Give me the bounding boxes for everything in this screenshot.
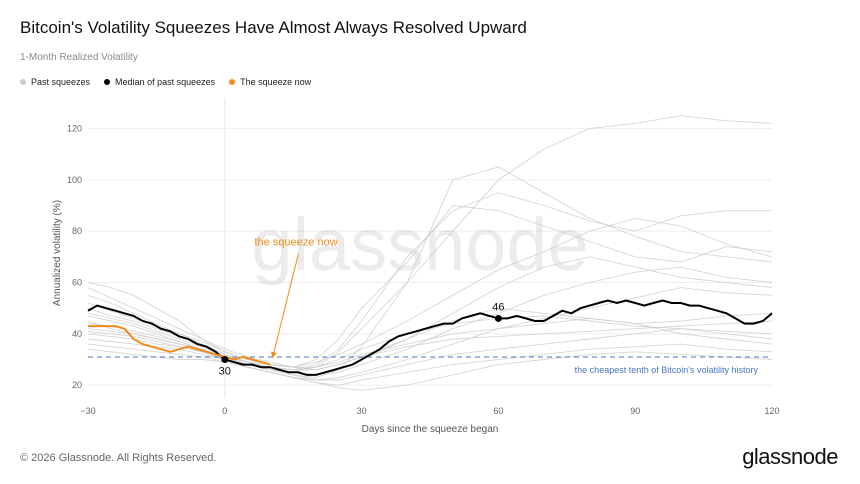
grid-layer	[88, 98, 772, 398]
past-squeeze-line	[87, 266, 773, 376]
legend-dot-median	[104, 79, 111, 85]
x-tick-label: 60	[493, 406, 503, 416]
x-tick-label: 90	[630, 406, 640, 416]
chart-legend: Past squeezes Median of past squeezes Th…	[20, 77, 311, 87]
legend-item-past[interactable]: Past squeezes	[20, 77, 90, 87]
past-squeeze-line	[87, 192, 772, 371]
legend-label-past: Past squeezes	[31, 77, 91, 87]
legend-dot-now	[229, 79, 236, 85]
y-tick-label: 100	[67, 175, 82, 185]
past-squeeze-line	[87, 330, 773, 391]
median-marker-label: 30	[219, 366, 231, 378]
squeeze-now-line	[88, 325, 271, 366]
y-axis-title: Annualized volatility (%)	[52, 200, 63, 306]
annotation-arrow-line	[271, 253, 299, 359]
y-tick-label: 60	[72, 278, 82, 288]
past-squeeze-line	[87, 287, 773, 381]
annotation-layer: the squeeze now 30 46	[219, 236, 505, 377]
past-squeeze-line	[87, 205, 773, 368]
x-axis-title: Days since the squeeze began	[362, 424, 499, 435]
past-squeeze-line	[87, 317, 773, 368]
legend-item-now[interactable]: The squeeze now	[229, 77, 311, 87]
median-marker-label: 46	[492, 301, 504, 313]
glassnode-logo[interactable]: glassnode	[742, 444, 838, 469]
page-subtitle: 1-Month Realized Volatility	[20, 52, 138, 63]
legend-dot-past	[20, 79, 26, 85]
y-tick-label: 80	[72, 226, 82, 236]
x-tick-label: 30	[357, 406, 367, 416]
past-squeeze-line	[87, 328, 773, 381]
y-tick-label: 40	[72, 329, 82, 339]
axis-layer: 20 40 60 80 100 120 −30 0 30 60 90 120 Days since th…	[52, 124, 780, 435]
median-marker	[221, 356, 229, 364]
annotation-squeeze-now: the squeeze now	[254, 236, 337, 248]
past-squeeze-line	[87, 307, 773, 371]
page-title: Bitcoin's Volatility Squeezes Have Almos…	[20, 18, 527, 37]
x-tick-label: 0	[222, 406, 227, 416]
median-layer	[87, 299, 773, 376]
annotation-arrow-head	[270, 351, 277, 359]
threshold-layer: the cheapest tenth of Bitcoin's volatili…	[88, 356, 772, 375]
y-tick-label: 20	[72, 380, 82, 390]
legend-label-median: Median of past squeezes	[115, 77, 216, 87]
past-squeeze-line	[87, 343, 773, 386]
y-tick-label: 120	[67, 124, 82, 134]
legend-label-now: The squeeze now	[240, 77, 312, 87]
past-squeeze-line	[87, 115, 773, 373]
now-layer	[88, 325, 271, 366]
median-marker	[494, 314, 502, 322]
legend-item-median[interactable]: Median of past squeezes	[104, 77, 215, 87]
threshold-label: the cheapest tenth of Bitcoin's volatili…	[575, 365, 759, 375]
past-squeeze-line	[87, 315, 773, 371]
x-tick-label: 120	[764, 406, 779, 416]
median-line	[87, 299, 773, 376]
x-tick-label: −30	[80, 406, 95, 416]
copyright-text: © 2026 Glassnode. All Rights Reserved.	[20, 452, 217, 464]
